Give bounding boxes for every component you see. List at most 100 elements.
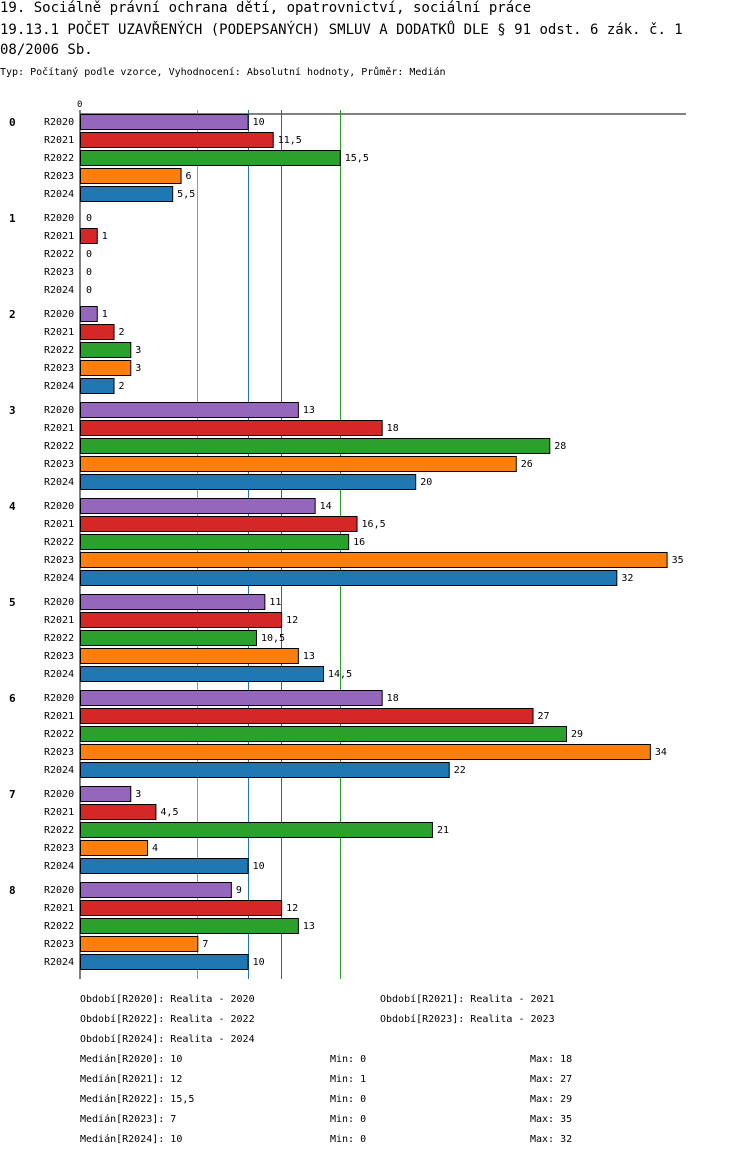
bar-5-r2022 xyxy=(80,630,257,646)
data-label-4-r2022: 16 xyxy=(353,537,365,548)
data-label-8-r2020: 9 xyxy=(236,885,242,896)
bar-2-r2023 xyxy=(80,360,132,376)
category-label-4: 4 xyxy=(9,500,16,513)
series-label-r2023: R2023 xyxy=(44,171,74,182)
bar-3-r2022 xyxy=(80,438,551,454)
category-label-6: 6 xyxy=(9,692,16,705)
series-label-r2023: R2023 xyxy=(44,555,74,566)
bar-7-r2022 xyxy=(80,822,433,838)
stat-min-r2020: Min: 0 xyxy=(330,1054,367,1065)
bar-8-r2022 xyxy=(80,918,299,934)
stat-min-r2024: Min: 0 xyxy=(330,1134,367,1145)
bar-4-r2022 xyxy=(80,534,350,550)
bar-7-r2023 xyxy=(80,840,149,856)
bar-3-r2024 xyxy=(80,474,417,490)
series-label-r2022: R2022 xyxy=(44,921,74,932)
data-label-6-r2020: 18 xyxy=(387,693,399,704)
data-label-3-r2024: 20 xyxy=(420,477,432,488)
bar-7-r2020 xyxy=(80,786,132,802)
series-label-r2022: R2022 xyxy=(44,537,74,548)
data-label-5-r2021: 12 xyxy=(286,615,298,626)
data-label-6-r2024: 22 xyxy=(454,765,466,776)
stat-min-r2022: Min: 0 xyxy=(330,1094,367,1105)
bar-3-r2021 xyxy=(80,420,383,436)
legend-period-r2023: Období[R2023]: Realita - 2023 xyxy=(380,1014,555,1025)
series-label-r2024: R2024 xyxy=(44,765,74,776)
data-label-0-r2020: 10 xyxy=(253,117,265,128)
bar-2-r2021 xyxy=(80,324,115,340)
series-label-r2021: R2021 xyxy=(44,615,74,626)
series-label-r2020: R2020 xyxy=(44,789,74,800)
bar-5-r2021 xyxy=(80,612,283,628)
series-label-r2024: R2024 xyxy=(44,381,74,392)
bar-4-r2020 xyxy=(80,498,316,514)
stat-max-r2022: Max: 29 xyxy=(530,1094,573,1105)
data-label-3-r2022: 28 xyxy=(554,441,566,452)
series-label-r2021: R2021 xyxy=(44,807,74,818)
stat-median-r2020: Medián[R2020]: 10 xyxy=(80,1054,183,1065)
bar-6-r2024 xyxy=(80,762,450,778)
series-label-r2023: R2023 xyxy=(44,939,74,950)
chart-title-line-3: 08/2006 Sb. xyxy=(0,42,93,58)
data-label-4-r2020: 14 xyxy=(320,501,332,512)
data-label-3-r2021: 18 xyxy=(387,423,399,434)
legend-period-r2024: Období[R2024]: Realita - 2024 xyxy=(80,1034,255,1045)
bar-8-r2021 xyxy=(80,900,283,916)
data-label-5-r2023: 13 xyxy=(303,651,315,662)
series-label-r2022: R2022 xyxy=(44,729,74,740)
bar-0-r2023 xyxy=(80,168,182,184)
series-label-r2023: R2023 xyxy=(44,843,74,854)
series-label-r2023: R2023 xyxy=(44,267,74,278)
data-label-2-r2023: 3 xyxy=(135,363,141,374)
data-label-2-r2021: 2 xyxy=(119,327,125,338)
chart-title-line-2: 19.13.1 POČET UZAVŘENÝCH (PODEPSANÝCH) S… xyxy=(0,22,683,38)
bar-6-r2022 xyxy=(80,726,568,742)
chart-subtitle: Typ: Počítaný podle vzorce, Vyhodnocení:… xyxy=(0,67,446,78)
data-label-4-r2021: 16,5 xyxy=(362,519,386,530)
bar-6-r2021 xyxy=(80,708,534,724)
stat-max-r2020: Max: 18 xyxy=(530,1054,573,1065)
data-label-0-r2024: 5,5 xyxy=(177,189,195,200)
bar-0-r2024 xyxy=(80,186,174,202)
bar-0-r2022 xyxy=(80,150,341,166)
stat-max-r2021: Max: 27 xyxy=(530,1074,573,1085)
stat-max-r2023: Max: 35 xyxy=(530,1114,573,1125)
bar-8-r2020 xyxy=(80,882,232,898)
series-label-r2022: R2022 xyxy=(44,825,74,836)
data-label-1-r2023: 0 xyxy=(86,267,92,278)
data-label-3-r2020: 13 xyxy=(303,405,315,416)
data-label-1-r2020: 0 xyxy=(86,213,92,224)
data-label-7-r2021: 4,5 xyxy=(160,807,178,818)
category-label-2: 2 xyxy=(9,308,16,321)
series-label-r2024: R2024 xyxy=(44,189,74,200)
data-label-6-r2021: 27 xyxy=(538,711,550,722)
stat-max-r2024: Max: 32 xyxy=(530,1134,573,1145)
category-label-7: 7 xyxy=(9,788,16,801)
series-label-r2021: R2021 xyxy=(44,135,74,146)
series-label-r2021: R2021 xyxy=(44,231,74,242)
series-label-r2024: R2024 xyxy=(44,669,74,680)
data-label-4-r2024: 32 xyxy=(621,573,633,584)
series-label-r2022: R2022 xyxy=(44,249,74,260)
series-label-r2024: R2024 xyxy=(44,573,74,584)
series-label-r2020: R2020 xyxy=(44,117,74,128)
category-label-3: 3 xyxy=(9,404,16,417)
bar-4-r2024 xyxy=(80,570,618,586)
series-label-r2020: R2020 xyxy=(44,885,74,896)
series-label-r2023: R2023 xyxy=(44,651,74,662)
chart-title-line-1: 19. Sociálně právní ochrana dětí, opatro… xyxy=(0,0,532,16)
series-label-r2021: R2021 xyxy=(44,903,74,914)
data-label-0-r2022: 15,5 xyxy=(345,153,369,164)
bar-8-r2023 xyxy=(80,936,199,952)
bar-4-r2023 xyxy=(80,552,668,568)
series-label-r2021: R2021 xyxy=(44,519,74,530)
series-label-r2022: R2022 xyxy=(44,153,74,164)
data-label-5-r2020: 11 xyxy=(269,597,281,608)
series-label-r2023: R2023 xyxy=(44,459,74,470)
bar-1-r2021 xyxy=(80,228,98,244)
bar-3-r2023 xyxy=(80,456,517,472)
bar-5-r2024 xyxy=(80,666,325,682)
category-label-1: 1 xyxy=(9,212,16,225)
stat-median-r2023: Medián[R2023]: 7 xyxy=(80,1114,177,1125)
stat-min-r2023: Min: 0 xyxy=(330,1114,367,1125)
